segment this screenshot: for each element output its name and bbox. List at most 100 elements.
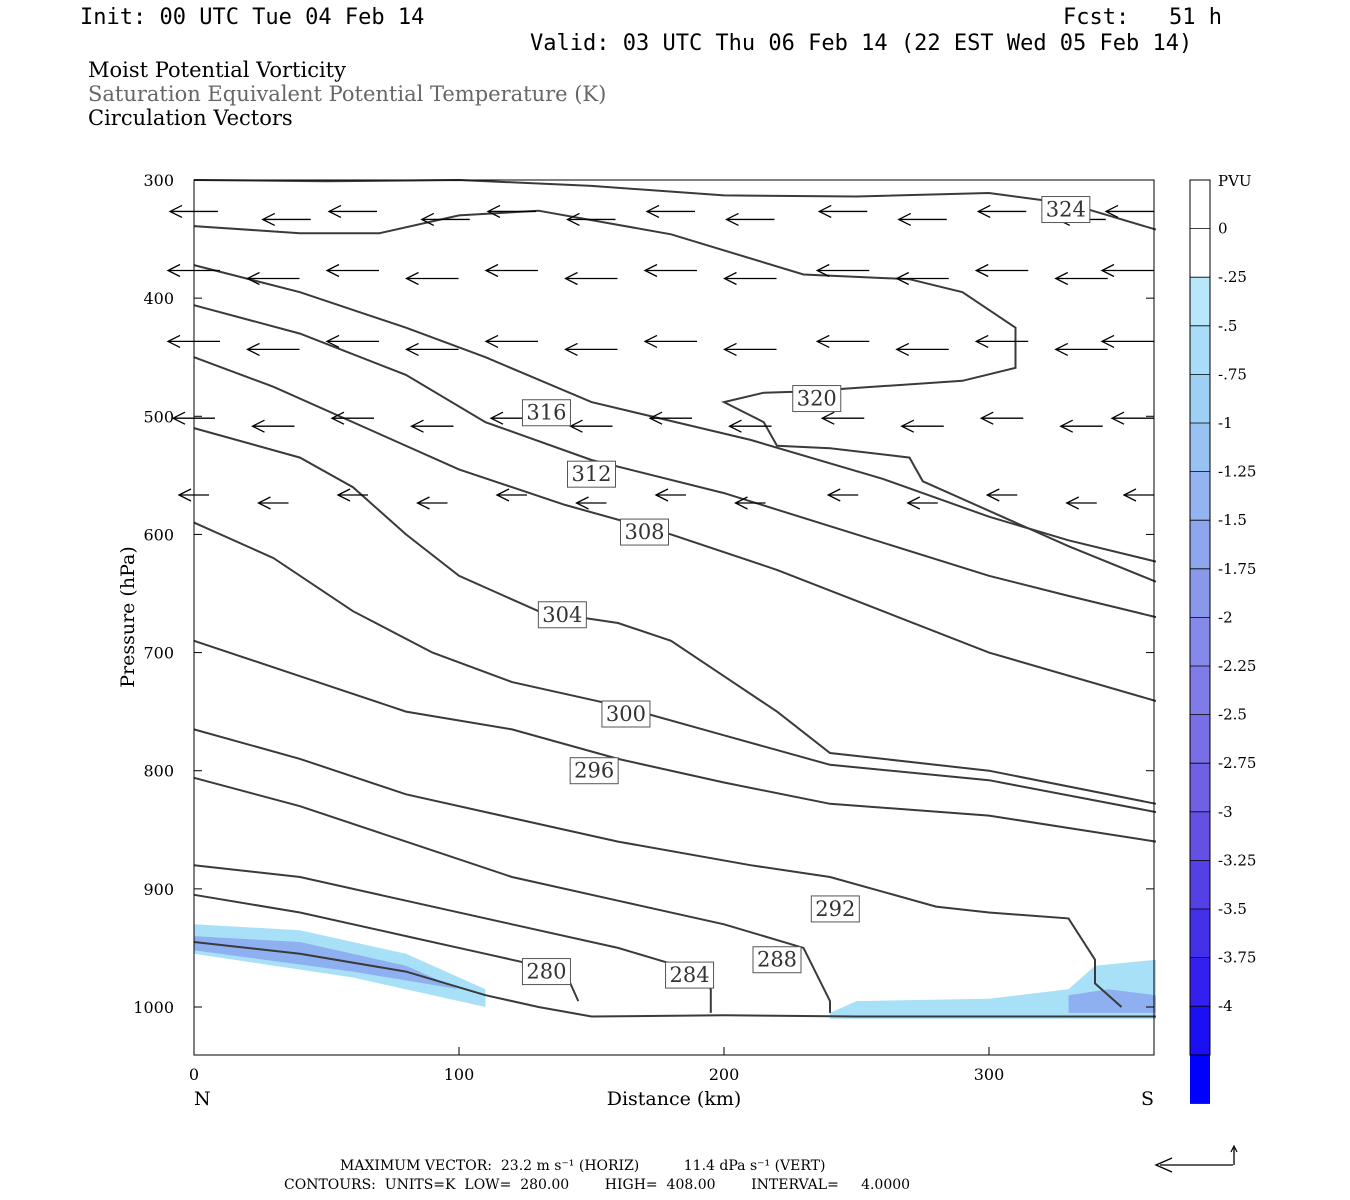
colorbar-label: -1.25 <box>1218 463 1256 481</box>
vector-arrow <box>895 271 949 286</box>
y-tick-label: 1000 <box>133 998 174 1017</box>
vector-arrow <box>817 204 868 219</box>
vector-arrow <box>648 411 692 425</box>
valid-time: Valid: 03 UTC Thu 06 Feb 14 (22 EST Wed … <box>530 31 1193 56</box>
contour-label-320: 320 <box>792 385 842 413</box>
svg-text:284: 284 <box>670 963 710 987</box>
south-end-label: S <box>1141 1088 1154 1110</box>
vector-arrow <box>900 419 944 433</box>
contour-labels: 324 320 316 312 308 304 300 296 292 288 284 280 <box>521 196 1091 989</box>
y-tick-label: 300 <box>143 171 174 190</box>
vector-arrow <box>325 263 379 278</box>
contour-300 <box>193 521 1157 814</box>
plot-frame <box>193 179 1155 1056</box>
colorbar-label: -.5 <box>1218 317 1237 335</box>
vector-arrow <box>495 488 527 502</box>
vector-arrow <box>723 342 777 356</box>
y-tick-label: 800 <box>143 762 174 781</box>
vector-arrow <box>484 263 538 278</box>
vector-arrow <box>261 212 311 227</box>
y-axis-label: Pressure (hPa) <box>117 546 139 688</box>
reference-vector-icon <box>1154 1144 1238 1173</box>
vector-arrow <box>815 263 870 278</box>
vector-arrow <box>820 411 865 425</box>
vector-arrow <box>826 488 859 502</box>
x-axis-label: Distance (km) <box>607 1088 742 1110</box>
colorbar-label: -3 <box>1218 803 1233 821</box>
contour-label-300: 300 <box>601 700 651 728</box>
vector-arrow <box>327 204 377 219</box>
colorbar-label: 0 <box>1218 220 1228 238</box>
vector-arrow <box>1054 271 1108 286</box>
vector-arrow <box>725 212 775 227</box>
contour-304 <box>193 427 1157 805</box>
colorbar-swatch <box>1190 1054 1210 1104</box>
svg-text:316: 316 <box>526 401 566 425</box>
vector-arrow <box>974 334 1029 348</box>
colorbar-label: -2.25 <box>1218 657 1256 675</box>
contour-292 <box>193 728 1123 1008</box>
contour-note: CONTOURS: UNITS=K LOW= 280.00 HIGH= 408.… <box>284 1177 911 1193</box>
vector-arrow <box>985 488 1018 502</box>
contour-320 <box>193 209 1157 583</box>
vector-arrow <box>566 212 616 227</box>
vector-arrow <box>246 342 300 356</box>
vector-arrow <box>895 342 949 356</box>
x-tick-label: 0 <box>189 1065 199 1084</box>
contour-label-296: 296 <box>569 757 619 785</box>
colorbar-swatch <box>1190 423 1210 473</box>
svg-text:292: 292 <box>815 897 855 921</box>
colorbar-units: PVU <box>1218 172 1252 190</box>
colorbar-swatch <box>1190 714 1210 764</box>
colorbar-swatch <box>1190 228 1210 278</box>
axes: 0 100 200 300 300 400 500 600 700 800 900 1000 <box>133 171 1154 1084</box>
colorbar-swatch <box>1190 811 1210 861</box>
svg-text:304: 304 <box>542 603 582 627</box>
vector-arrow <box>1065 496 1097 510</box>
vector-arrow <box>325 334 379 348</box>
svg-text:300: 300 <box>606 702 646 726</box>
vector-arrow <box>643 334 697 348</box>
contour-label-308: 308 <box>620 518 669 546</box>
colorbar-swatch <box>1190 374 1210 424</box>
svg-text:308: 308 <box>624 520 664 544</box>
vector-arrow <box>251 419 295 433</box>
title-vectors: Circulation Vectors <box>88 106 293 130</box>
contour-label-304: 304 <box>537 601 587 629</box>
vector-arrow <box>815 334 870 348</box>
vector-arrow <box>257 496 289 510</box>
vector-arrow <box>979 411 1024 425</box>
contour-label-288: 288 <box>752 946 802 974</box>
colorbar-swatch <box>1190 325 1210 375</box>
contour-label-316: 316 <box>521 399 571 427</box>
pv-shade-3 <box>1068 989 1156 1013</box>
contour-288 <box>193 776 831 1013</box>
colorbar-swatch <box>1190 957 1210 1007</box>
vector-arrow <box>897 212 947 227</box>
vector-arrow <box>734 496 766 510</box>
colorbar-label: -2.75 <box>1218 754 1256 772</box>
svg-text:312: 312 <box>571 462 611 486</box>
colorbar-swatch <box>1190 1006 1210 1056</box>
vector-arrow <box>1104 204 1154 219</box>
vector-arrow <box>410 419 454 433</box>
y-tick-label: 600 <box>143 525 174 544</box>
title-mpv: Moist Potential Vorticity <box>88 58 346 82</box>
contour-324 <box>193 178 1157 231</box>
vector-arrow <box>723 271 777 286</box>
max-vector-note: MAXIMUM VECTOR: 23.2 m s⁻¹ (HORIZ) 11.4 … <box>340 1158 826 1174</box>
theta-es-contours <box>193 178 1157 1018</box>
contour-308 <box>193 356 1157 702</box>
vector-arrow <box>575 496 607 510</box>
contour-label-284: 284 <box>665 961 715 989</box>
contour-label-324: 324 <box>1041 196 1091 224</box>
vector-arrow <box>1059 419 1103 433</box>
colorbar-swatch <box>1190 617 1210 667</box>
vector-arrow <box>336 488 368 502</box>
vector-arrow <box>1100 334 1154 348</box>
svg-text:324: 324 <box>1046 198 1086 222</box>
colorbar-label: -2 <box>1218 608 1233 626</box>
vector-arrow <box>246 271 300 286</box>
colorbar-swatch <box>1190 763 1210 813</box>
vector-arrow <box>906 496 938 510</box>
